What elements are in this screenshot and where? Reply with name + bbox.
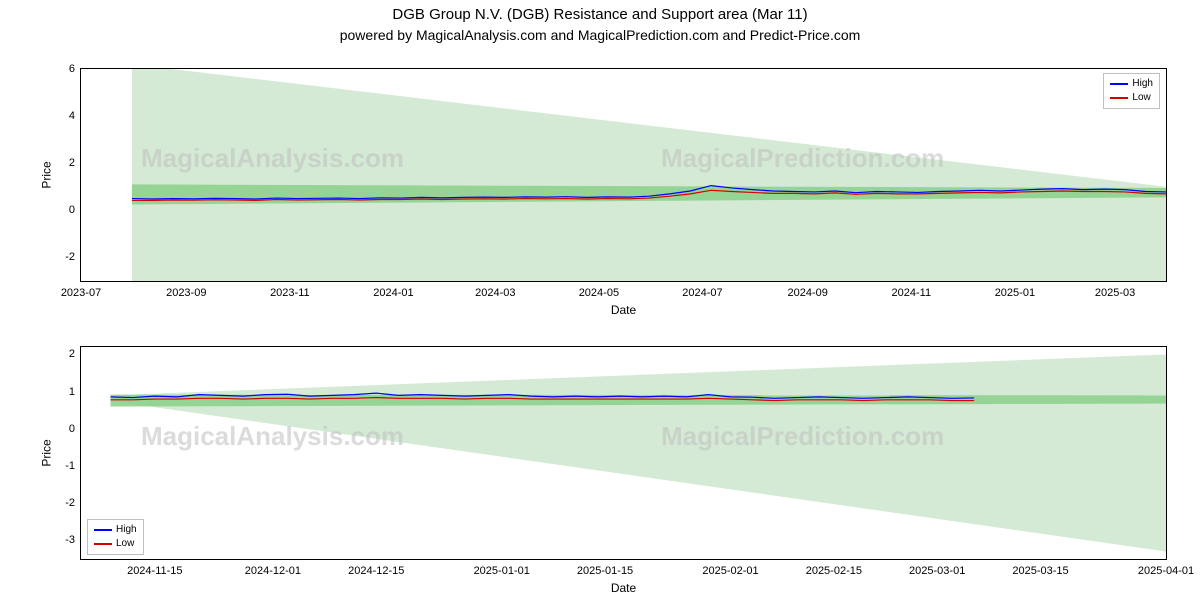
x-tick-label: 2024-12-15 bbox=[348, 559, 404, 577]
legend-label: High bbox=[116, 523, 137, 537]
x-tick-label: 2025-04-01 bbox=[1138, 559, 1194, 577]
y-tick-label: -2 bbox=[65, 251, 81, 263]
legend-swatch bbox=[94, 529, 112, 531]
legend-item-high: High bbox=[94, 523, 137, 537]
legend-item-high: High bbox=[1110, 77, 1153, 91]
y-tick-label: 1 bbox=[69, 386, 81, 398]
chart-subtitle: powered by MagicalAnalysis.com and Magic… bbox=[0, 27, 1200, 43]
x-tick-label: 2024-07 bbox=[682, 281, 722, 299]
x-tick-label: 2023-11 bbox=[270, 281, 310, 299]
x-tick-label: 2023-07 bbox=[61, 281, 101, 299]
y-tick-label: 2 bbox=[69, 157, 81, 169]
x-tick-label: 2025-01 bbox=[995, 281, 1035, 299]
legend-swatch bbox=[94, 543, 112, 545]
y-axis-label: Price bbox=[40, 161, 54, 188]
x-tick-label: 2024-12-01 bbox=[245, 559, 301, 577]
x-tick-label: 2024-09 bbox=[788, 281, 828, 299]
x-tick-label: 2025-01-15 bbox=[577, 559, 633, 577]
x-tick-label: 2024-01 bbox=[373, 281, 413, 299]
legend-label: High bbox=[1132, 77, 1153, 91]
y-axis-label: Price bbox=[40, 439, 54, 466]
x-tick-label: 2025-01-01 bbox=[474, 559, 530, 577]
x-tick-label: 2025-03-15 bbox=[1012, 559, 1068, 577]
x-tick-label: 2024-03 bbox=[475, 281, 515, 299]
y-tick-label: 4 bbox=[69, 110, 81, 122]
x-tick-label: 2025-03-01 bbox=[909, 559, 965, 577]
y-tick-label: 6 bbox=[69, 63, 81, 75]
y-tick-label: -1 bbox=[65, 460, 81, 472]
legend-label: Low bbox=[1132, 91, 1150, 105]
legend: High Low bbox=[1103, 73, 1160, 109]
y-tick-label: -3 bbox=[65, 534, 81, 546]
y-tick-label: 2 bbox=[69, 348, 81, 360]
x-tick-label: 2023-09 bbox=[166, 281, 206, 299]
bottom-chart-panel: Price Date MagicalAnalysis.com MagicalPr… bbox=[80, 346, 1167, 560]
legend-item-low: Low bbox=[94, 537, 137, 551]
legend-swatch bbox=[1110, 97, 1128, 99]
y-tick-label: -2 bbox=[65, 497, 81, 509]
chart-title: DGB Group N.V. (DGB) Resistance and Supp… bbox=[0, 6, 1200, 23]
legend: High Low bbox=[87, 519, 144, 555]
x-tick-label: 2024-11 bbox=[892, 281, 932, 299]
x-tick-label: 2024-05 bbox=[579, 281, 619, 299]
x-tick-label: 2025-02-15 bbox=[806, 559, 862, 577]
top-chart-panel: Price Date MagicalAnalysis.com MagicalPr… bbox=[80, 68, 1167, 282]
y-tick-label: 0 bbox=[69, 204, 81, 216]
y-tick-label: 0 bbox=[69, 423, 81, 435]
x-tick-label: 2024-11-15 bbox=[127, 559, 182, 577]
legend-item-low: Low bbox=[1110, 91, 1153, 105]
legend-label: Low bbox=[116, 537, 134, 551]
legend-swatch bbox=[1110, 83, 1128, 85]
x-tick-label: 2025-02-01 bbox=[702, 559, 758, 577]
x-tick-label: 2025-03 bbox=[1095, 281, 1135, 299]
